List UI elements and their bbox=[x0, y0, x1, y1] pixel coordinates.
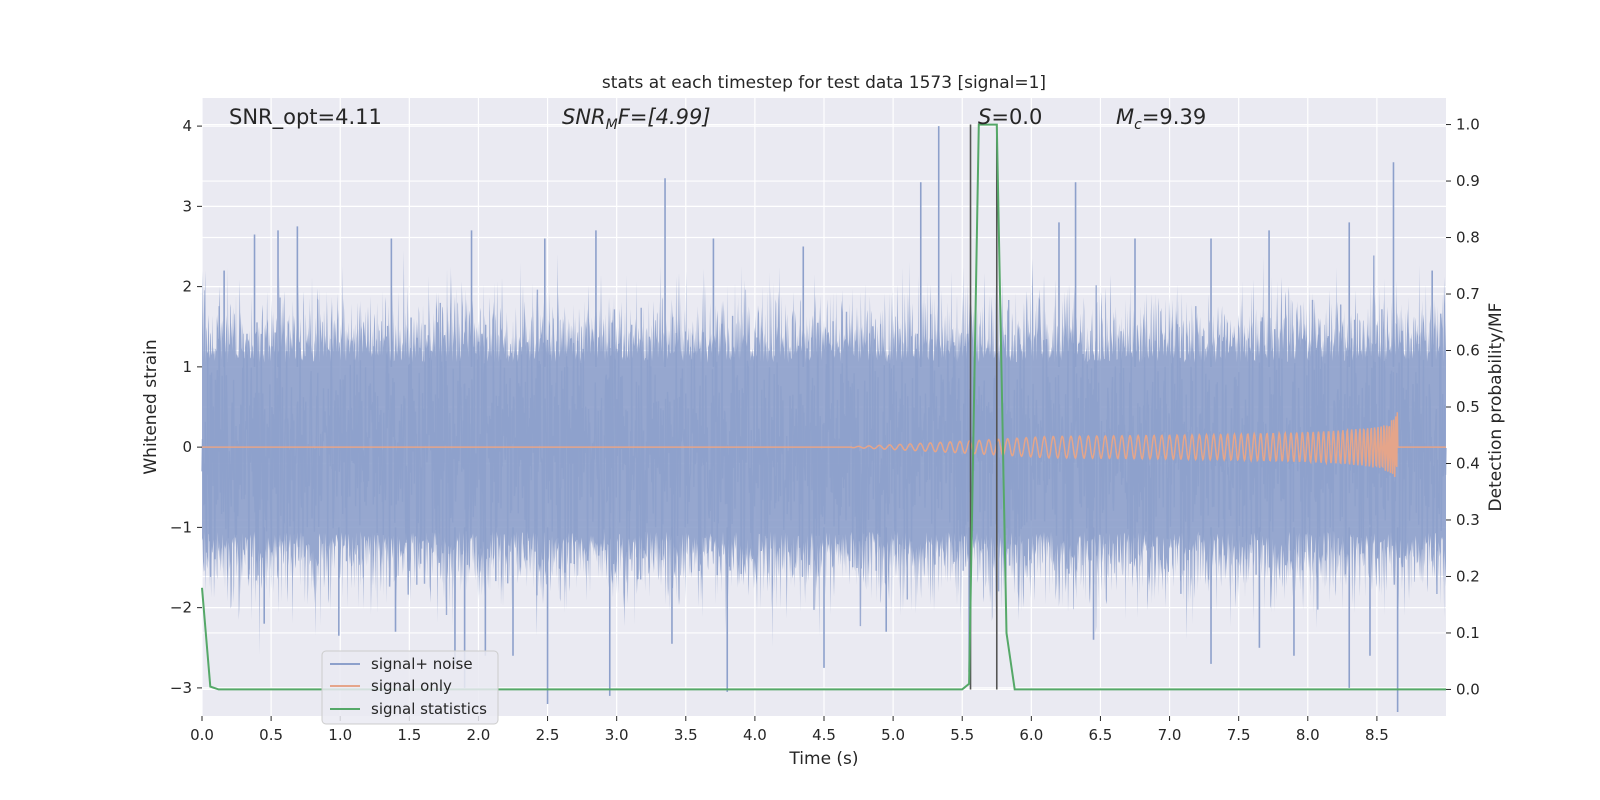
y-left-tick-label: 3 bbox=[182, 197, 192, 215]
x-tick-label: 6.5 bbox=[1089, 726, 1113, 744]
y-right-tick-label: 0.7 bbox=[1456, 285, 1480, 303]
y-right-tick-label: 0.2 bbox=[1456, 567, 1480, 585]
annotation-snr-mf: SNRMF=[4.99] bbox=[562, 105, 711, 133]
x-tick-label: 6.0 bbox=[1019, 726, 1043, 744]
y-right-tick-label: 0.9 bbox=[1456, 172, 1480, 190]
y-left-axis-label: Whitened strain bbox=[141, 339, 161, 474]
y-right-tick-label: 0.8 bbox=[1456, 229, 1480, 247]
x-tick-label: 8.0 bbox=[1296, 726, 1320, 744]
series-signal-statistics bbox=[201, 123, 1446, 691]
y-right-tick-label: 0.3 bbox=[1456, 511, 1480, 529]
y-right-tick-label: 0.5 bbox=[1456, 398, 1480, 416]
x-tick-label: 3.5 bbox=[674, 726, 698, 744]
y-right-tick-label: 0.1 bbox=[1456, 624, 1480, 642]
legend-label-signal-statistics: signal statistics bbox=[371, 700, 487, 718]
legend-label-signal-noise: signal+ noise bbox=[371, 655, 473, 673]
x-tick-label: 5.0 bbox=[881, 726, 905, 744]
x-tick-label: 5.5 bbox=[950, 726, 974, 744]
y-left-tick-label: 4 bbox=[182, 117, 192, 135]
x-tick-label: 2.5 bbox=[536, 726, 560, 744]
y-right-axis-label: Detection probability/MF bbox=[1486, 303, 1506, 512]
legend-box bbox=[321, 650, 499, 725]
y-left-tick-label: 2 bbox=[182, 278, 192, 296]
x-tick-label: 3.0 bbox=[605, 726, 629, 744]
x-tick-label: 7.5 bbox=[1227, 726, 1251, 744]
x-tick-label: 0.5 bbox=[259, 726, 283, 744]
x-axis-label: Time (s) bbox=[788, 749, 858, 769]
x-tick-label: 1.5 bbox=[397, 726, 421, 744]
y-left-tick-label: 0 bbox=[182, 438, 192, 456]
y-left-tick-label: −2 bbox=[170, 599, 192, 617]
y-left-tick-label: −3 bbox=[170, 679, 192, 697]
annotation-mc: Mc=9.39 bbox=[1116, 105, 1206, 133]
x-tick-label: 2.0 bbox=[467, 726, 491, 744]
y-right-axis-ticks: 1.0 0.9 0.8 0.7 0.6 0.5 0.4 0.3 0.2 0.1 0.0 bbox=[1446, 116, 1480, 698]
y-left-tick-label: −1 bbox=[170, 518, 192, 536]
y-right-tick-label: 0.0 bbox=[1456, 680, 1480, 698]
annotation-snr-opt: SNR_opt=4.11 bbox=[229, 105, 382, 130]
x-tick-label: 8.5 bbox=[1365, 726, 1389, 744]
legend: signal+ noise signal only signal statist… bbox=[321, 650, 499, 725]
y-left-axis-ticks: 4 3 2 1 0 −1 −2 −3 bbox=[170, 117, 202, 697]
legend-label-signal-only: signal only bbox=[371, 677, 452, 695]
signal-only-line bbox=[202, 412, 1446, 477]
x-tick-label: 0.0 bbox=[190, 726, 214, 744]
y-left-tick-label: 1 bbox=[182, 358, 192, 376]
x-tick-label: 1.0 bbox=[328, 726, 352, 744]
signal-statistics-line bbox=[201, 123, 1446, 691]
y-right-tick-label: 0.4 bbox=[1456, 454, 1480, 472]
y-right-tick-label: 0.6 bbox=[1456, 342, 1480, 360]
chart-title: stats at each timestep for test data 157… bbox=[602, 73, 1046, 93]
x-tick-label: 4.0 bbox=[743, 726, 767, 744]
series-signal-noise bbox=[201, 126, 1447, 712]
annotation-s: S=0.0 bbox=[978, 105, 1042, 129]
series-signal-only bbox=[202, 412, 1446, 477]
x-axis-ticks: 0.0 0.5 1.0 1.5 2.0 2.5 3.0 3.5 4.0 4.5 5.0 5.5 6.0 6… bbox=[190, 716, 1389, 744]
x-tick-label: 4.5 bbox=[812, 726, 836, 744]
x-tick-label: 7.0 bbox=[1158, 726, 1182, 744]
y-right-tick-label: 1.0 bbox=[1456, 116, 1480, 134]
